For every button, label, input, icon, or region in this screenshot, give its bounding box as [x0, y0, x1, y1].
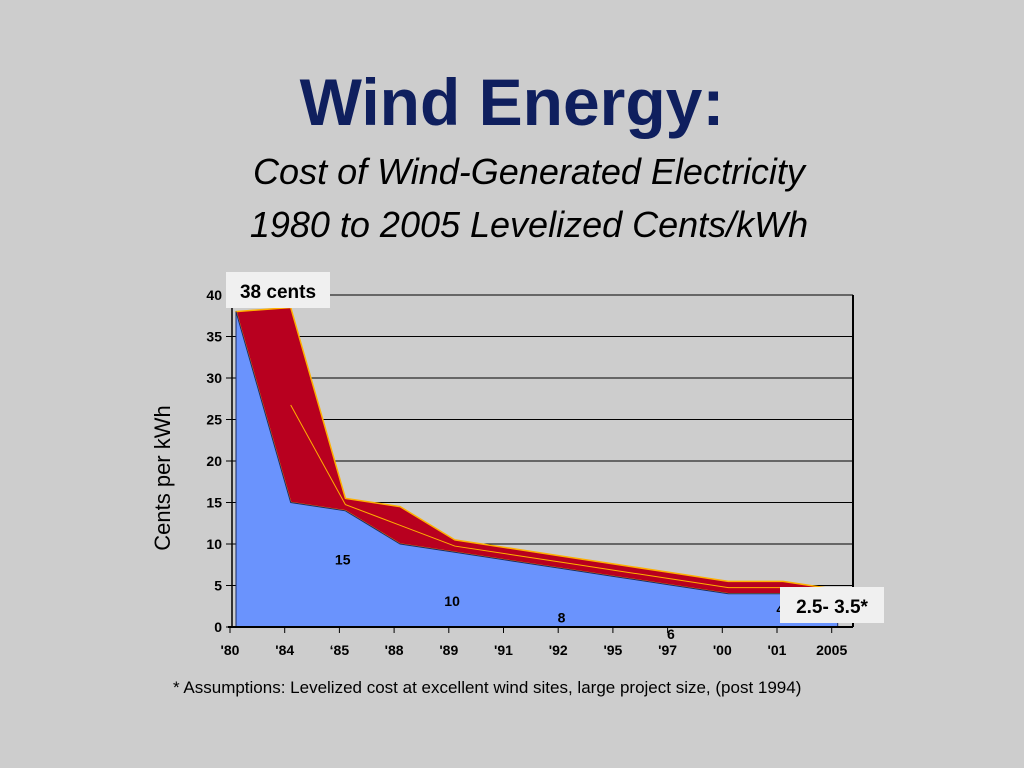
- slide-subtitle-line-1: Cost of Wind-Generated Electricity: [253, 151, 805, 192]
- x-tick-label-0: '80: [221, 642, 240, 658]
- y-tick-label-10: 10: [206, 536, 222, 552]
- x-tick-label-5: '91: [494, 642, 513, 658]
- x-tick-label-10: '01: [768, 642, 787, 658]
- area-value-label: 6: [667, 626, 675, 642]
- chart-labels: 0 5 10 15 20 25 30 35 40 '80 '84 ‘85 '88 '89 '91 '92 '95…: [206, 287, 847, 658]
- axes: [226, 294, 853, 633]
- x-tick-label-6: '92: [549, 642, 568, 658]
- slide-subtitle-line-2: 1980 to 2005 Levelized Cents/kWh: [249, 204, 809, 245]
- y-axis-label: Cents per kWh: [150, 405, 175, 551]
- y-tick-label-20: 20: [206, 453, 222, 469]
- y-tick-label-40: 40: [206, 287, 222, 303]
- y-tick-label-0: 0: [214, 619, 222, 635]
- x-tick-label-9: '00: [713, 642, 732, 658]
- x-tick-label-7: '95: [603, 642, 622, 658]
- assumptions-footnote: * Assumptions: Levelized cost at excelle…: [173, 678, 802, 697]
- x-tick-label-2: ‘85: [330, 642, 350, 658]
- x-tick-label-1: '84: [275, 642, 294, 658]
- x-tick-label-8: '97: [658, 642, 677, 658]
- y-tick-label-35: 35: [206, 329, 222, 345]
- x-tick-label-4: '89: [439, 642, 458, 658]
- y-tick-label-30: 30: [206, 370, 222, 386]
- x-tick-label-11: 2005: [816, 642, 847, 658]
- end-callout-label: 2.5- 3.5*: [796, 597, 868, 618]
- start-callout-box: [226, 272, 330, 308]
- end-callout-box: [780, 587, 884, 623]
- y-tick-label-25: 25: [206, 412, 222, 428]
- y-tick-label-15: 15: [206, 495, 222, 511]
- y-tick-label-5: 5: [214, 578, 222, 594]
- area-value-label: 10: [444, 593, 460, 609]
- x-tick-label-3: '88: [385, 642, 404, 658]
- slide-title: Wind Energy:: [299, 65, 725, 139]
- area-value-label: 15: [335, 552, 351, 568]
- area-value-label: 8: [558, 610, 566, 626]
- start-callout-label: 38 cents: [240, 282, 316, 303]
- band-mid-line: [290, 404, 838, 597]
